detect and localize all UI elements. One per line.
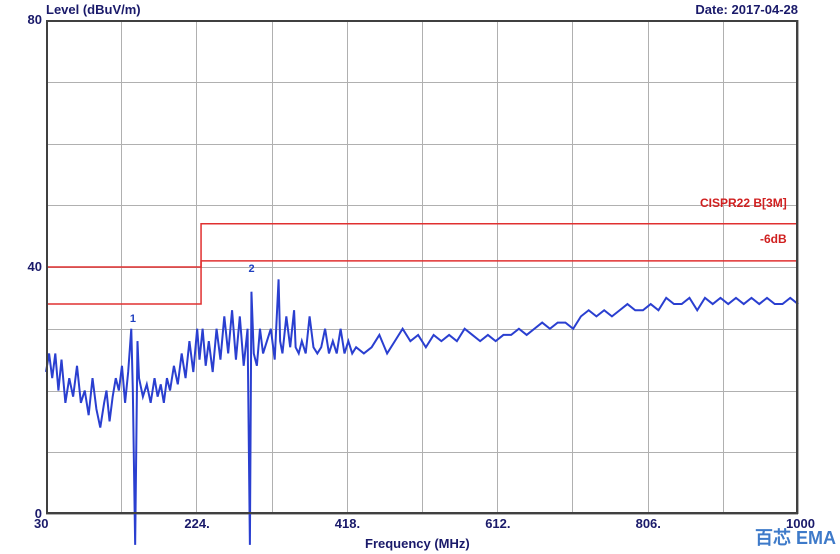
x-tick: 30 xyxy=(34,516,48,531)
limit-label-cispr: CISPR22 B[3M] xyxy=(700,196,787,210)
emc-spectrum-chart: Level (dBuV/m) Date: 2017-04-28 CISPR22 … xyxy=(0,0,840,554)
x-tick: 806. xyxy=(636,516,661,531)
marker-label: 2 xyxy=(248,263,254,275)
watermark: 百芯 EMA xyxy=(755,524,836,550)
date-label: Date: 2017-04-28 xyxy=(695,2,798,17)
plot-area xyxy=(46,20,798,514)
grid-h xyxy=(46,514,798,515)
marker-label: 1 xyxy=(130,313,136,325)
x-tick: 224. xyxy=(184,516,209,531)
limit-label-minus6db: -6dB xyxy=(760,232,787,246)
x-tick: 612. xyxy=(485,516,510,531)
date-prefix: Date: xyxy=(695,2,731,17)
date-value: 2017-04-28 xyxy=(732,2,799,17)
y-tick: 40 xyxy=(28,259,42,274)
y-axis-label: Level (dBuV/m) xyxy=(46,2,141,17)
grid-v xyxy=(798,20,799,514)
x-axis-label: Frequency (MHz) xyxy=(365,536,470,551)
y-tick: 80 xyxy=(28,12,42,27)
plot-border xyxy=(46,20,798,514)
x-tick: 418. xyxy=(335,516,360,531)
